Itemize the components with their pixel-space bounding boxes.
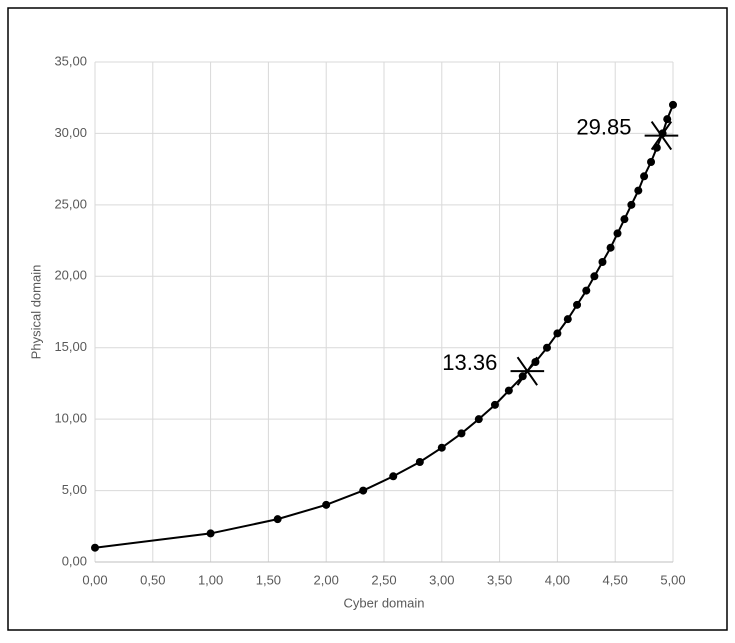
point (647, 158, 656, 166)
point (359, 486, 368, 495)
point (627, 200, 636, 209)
x-tick-label: 0,00 (82, 572, 107, 587)
point (389, 472, 398, 481)
annotation-marker (644, 120, 679, 151)
point (553, 329, 562, 338)
point (598, 258, 607, 266)
point (542, 343, 551, 352)
x-tick-label: 1,50 (256, 572, 281, 587)
y-axis-label: Physical domain (28, 265, 43, 360)
x-tick-label: 2,50 (371, 572, 396, 587)
point (415, 458, 424, 466)
point (474, 415, 483, 424)
x-tick-label: 4,50 (603, 572, 628, 587)
point (457, 429, 466, 438)
y-tick-label: 15,00 (54, 339, 87, 354)
y-tick-label: 0,00 (62, 553, 87, 568)
y-tick-label: 30,00 (54, 125, 87, 140)
x-tick-label: 0,50 (140, 572, 165, 587)
point (620, 215, 629, 224)
y-tick-label: 20,00 (54, 268, 87, 283)
point (663, 115, 672, 124)
x-axis-label: Cyber domain (344, 595, 425, 610)
x-tick-label: 5,00 (660, 572, 685, 587)
x-tick-label: 3,50 (487, 572, 512, 587)
point (91, 543, 99, 552)
annotation-label: 13.36 (442, 350, 497, 375)
y-tick-label: 25,00 (54, 196, 87, 211)
y-tick-label: 10,00 (54, 411, 87, 426)
x-tick-label: 2,00 (314, 572, 339, 587)
x-tick-label: 3,00 (429, 572, 454, 587)
point (669, 100, 677, 109)
annotation-marker (510, 356, 545, 386)
point (606, 243, 615, 252)
point (504, 386, 513, 395)
x-tick-label: 1,00 (198, 572, 223, 587)
frame (7, 7, 728, 631)
point (613, 229, 622, 238)
point (582, 286, 591, 295)
annotation-label: 29.85 (576, 114, 631, 139)
point (322, 500, 331, 509)
point (437, 443, 446, 452)
point (634, 186, 643, 195)
point (640, 172, 649, 181)
point (206, 529, 215, 538)
y-tick-label: 5,00 (62, 482, 87, 497)
x-tick-label: 4,00 (545, 572, 570, 587)
point (490, 400, 499, 409)
point (273, 515, 282, 524)
point (563, 315, 572, 324)
point (590, 272, 599, 281)
point (573, 300, 582, 309)
y-tick-label: 35,00 (54, 53, 87, 68)
